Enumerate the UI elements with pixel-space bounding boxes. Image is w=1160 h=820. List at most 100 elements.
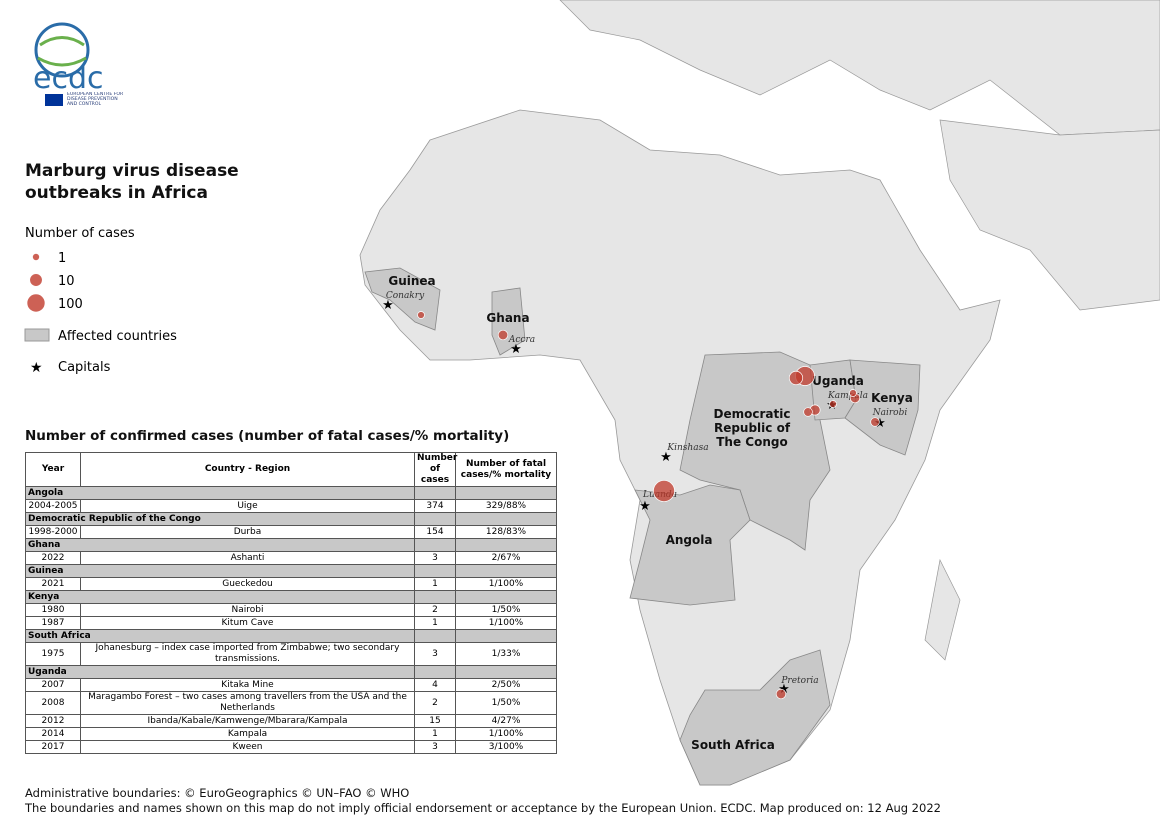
south-africa-shape [679, 649, 831, 786]
capital-label: Pretoria [780, 676, 818, 686]
legend-size-label: 10 [58, 274, 75, 289]
group-cell [455, 512, 557, 526]
logo-globe [34, 22, 90, 78]
country-label: Angola [666, 533, 713, 547]
logo-subtitle: EUROPEAN CENTRE FOR DISEASE PREVENTION A… [67, 92, 124, 107]
group-row: Ghana [25, 538, 557, 552]
case-bubble [788, 370, 804, 386]
group-cell [455, 590, 557, 604]
data-row: 2017 Kween 3 3/100% [25, 740, 557, 754]
capital-label: Kampala [827, 391, 868, 401]
table-cell: 2021 [25, 577, 81, 591]
legend-size-label: 1 [58, 251, 66, 266]
group-cell [455, 665, 557, 679]
case-bubble [417, 311, 425, 319]
group-country: Angola [25, 486, 415, 500]
group-country: South Africa [25, 629, 415, 643]
table-cell: 1998-2000 [25, 525, 81, 539]
data-row: 2004-2005 Uige 374 329/88% [25, 499, 557, 513]
footer-line: The boundaries and names shown on this m… [25, 801, 941, 815]
group-row: Guinea [25, 564, 557, 578]
table-cell: 1/50% [455, 691, 557, 715]
legend-star: ★ [30, 360, 43, 376]
table-cell: 2017 [25, 740, 81, 754]
legend-bubble [26, 293, 46, 313]
table-cell: Kween [80, 740, 415, 754]
column-header: Country - Region [80, 452, 415, 487]
table-cell: Gueckedou [80, 577, 415, 591]
table-cell: 1/100% [455, 616, 557, 630]
group-country: Uganda [25, 665, 415, 679]
table-cell: 128/83% [455, 525, 557, 539]
capital-label: Conakry [386, 291, 425, 301]
table-cell: 3/100% [455, 740, 557, 754]
case-bubble [829, 400, 837, 408]
data-row: 2007 Kitaka Mine 4 2/50% [25, 678, 557, 692]
group-cell [414, 564, 456, 578]
group-cell [414, 486, 456, 500]
table-cell: 2004-2005 [25, 499, 81, 513]
table-cell: 2022 [25, 551, 81, 565]
group-cell [414, 665, 456, 679]
table-cell: 1987 [25, 616, 81, 630]
table-cell: 374 [414, 499, 456, 513]
legend-title: Number of cases [25, 226, 135, 241]
legend-capitals: Capitals [58, 360, 111, 375]
case-bubble [497, 329, 509, 341]
case-bubble [653, 480, 675, 502]
table-cell: 329/88% [455, 499, 557, 513]
legend-bubble [29, 273, 43, 287]
capital-star: ★ [874, 416, 886, 431]
table-cell: 2 [414, 691, 456, 715]
group-cell [455, 486, 557, 500]
table-cell: Johanesburg – index case imported from Z… [80, 642, 415, 666]
table-cell: 1 [414, 727, 456, 741]
logo-lines [37, 36, 87, 67]
map-title: Marburg virus disease outbreaks in Afric… [25, 161, 239, 203]
group-cell [414, 629, 456, 643]
legend: Number of cases 1 10 100 Affected countries ★… [24, 226, 177, 376]
table-cell: 1980 [25, 603, 81, 617]
data-row: 2008 Maragambo Forest – two cases among t… [25, 691, 557, 715]
table-cell: Maragambo Forest – two cases among trave… [80, 691, 415, 715]
table-cell: 4 [414, 678, 456, 692]
table-cell: 3 [414, 642, 456, 666]
group-country: Kenya [25, 590, 415, 604]
data-row: 2014 Kampala 1 1/100% [25, 727, 557, 741]
case-bubble [803, 407, 813, 417]
group-cell [455, 564, 557, 578]
europe [559, 0, 1160, 136]
data-row: 2022 Ashanti 3 2/67% [25, 551, 557, 565]
eu-flag [45, 94, 63, 106]
table-cell: 2007 [25, 678, 81, 692]
table-cell: 1/100% [455, 577, 557, 591]
capital-label: Accra [508, 335, 535, 345]
data-row: 1975 Johanesburg – index case imported fr… [25, 642, 557, 666]
capital-star: ★ [382, 298, 394, 313]
table-cell: 1/50% [455, 603, 557, 617]
table-cell: 3 [414, 551, 456, 565]
table-cell: Kampala [80, 727, 415, 741]
country-label: Uganda [812, 374, 864, 388]
table-cell: 2/50% [455, 678, 557, 692]
data-row: 2012 Ibanda/Kabale/Kamwenge/Mbarara/Kampa… [25, 714, 557, 728]
table-cell: 1975 [25, 642, 81, 666]
legend-bubble [32, 253, 40, 261]
case-bubble [775, 688, 787, 700]
group-cell [414, 512, 456, 526]
logo-name: ecdc [33, 61, 104, 96]
table-cell: 2008 [25, 691, 81, 715]
group-cell [455, 629, 557, 643]
table-cell: Kitaka Mine [80, 678, 415, 692]
capital-label: Kinshasa [666, 443, 708, 453]
group-cell [414, 590, 456, 604]
madagascar [924, 558, 961, 661]
capital-star: ★ [660, 450, 672, 465]
group-country: Democratic Republic of the Congo [25, 512, 415, 526]
column-header: Year [25, 452, 81, 487]
bubbles [417, 311, 880, 700]
country-label: Kenya [871, 391, 913, 405]
logo: ecdc EUROPEAN CENTRE FOR DISEASE PREVENT… [33, 22, 124, 107]
group-country: Guinea [25, 564, 415, 578]
